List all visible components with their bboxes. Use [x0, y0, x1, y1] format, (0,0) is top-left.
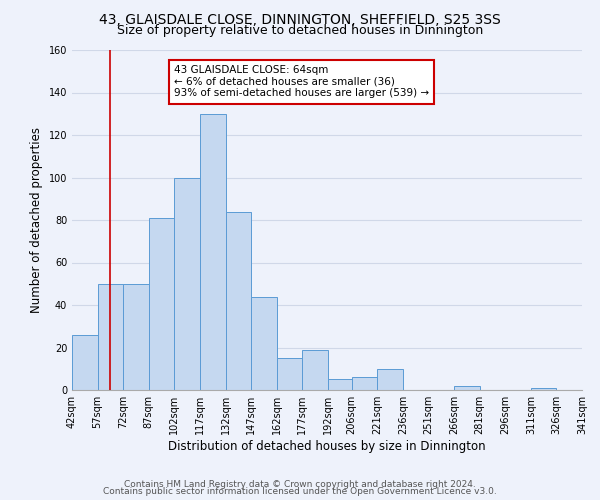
Bar [302, 350, 328, 390]
Bar [175, 178, 200, 390]
Text: 43, GLAISDALE CLOSE, DINNINGTON, SHEFFIELD, S25 3SS: 43, GLAISDALE CLOSE, DINNINGTON, SHEFFIE… [99, 12, 501, 26]
Text: 43 GLAISDALE CLOSE: 64sqm
← 6% of detached houses are smaller (36)
93% of semi-d: 43 GLAISDALE CLOSE: 64sqm ← 6% of detach… [174, 66, 429, 98]
Bar [226, 212, 251, 390]
Bar [98, 284, 123, 390]
Bar [251, 296, 277, 390]
Bar [531, 388, 556, 390]
Bar [328, 380, 352, 390]
Bar [149, 218, 175, 390]
X-axis label: Distribution of detached houses by size in Dinnington: Distribution of detached houses by size … [168, 440, 486, 453]
Bar [277, 358, 302, 390]
Bar [200, 114, 226, 390]
Text: Contains HM Land Registry data © Crown copyright and database right 2024.: Contains HM Land Registry data © Crown c… [124, 480, 476, 489]
Bar [72, 335, 98, 390]
Y-axis label: Number of detached properties: Number of detached properties [30, 127, 43, 313]
Bar [123, 284, 149, 390]
Text: Size of property relative to detached houses in Dinnington: Size of property relative to detached ho… [117, 24, 483, 37]
Bar [352, 378, 377, 390]
Text: Contains public sector information licensed under the Open Government Licence v3: Contains public sector information licen… [103, 487, 497, 496]
Bar [454, 386, 479, 390]
Bar [377, 369, 403, 390]
